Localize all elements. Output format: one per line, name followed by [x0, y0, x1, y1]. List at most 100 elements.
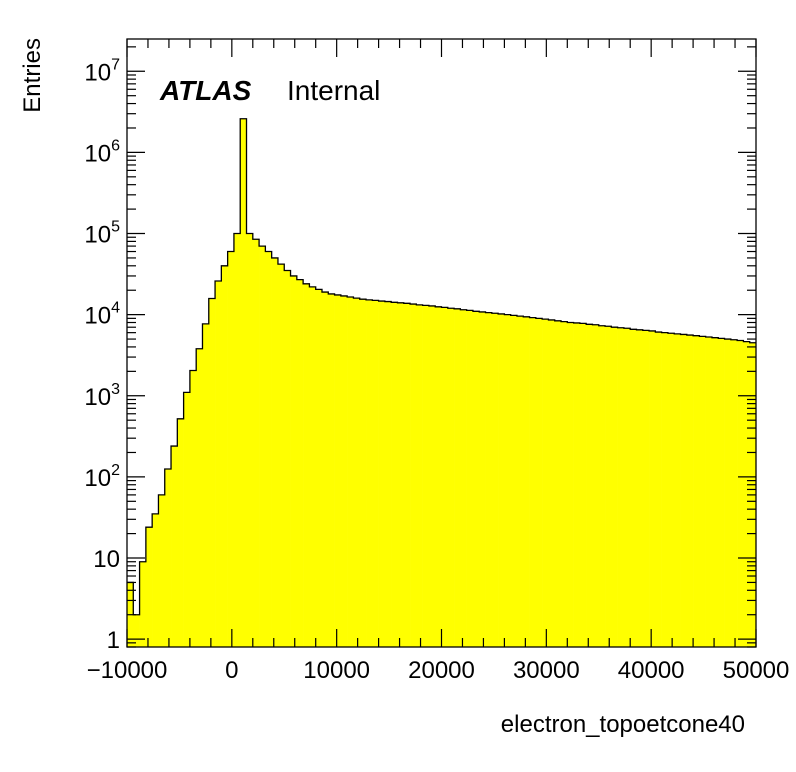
- histogram-bin: [221, 265, 228, 647]
- histogram-bin: [422, 305, 430, 647]
- histogram-bin: [416, 304, 423, 647]
- histogram-bin: [655, 332, 662, 647]
- x-tick-label: 10000: [303, 657, 370, 684]
- histogram-bin: [479, 311, 486, 647]
- histogram-bin: [472, 311, 480, 647]
- histogram-bin: [246, 233, 254, 647]
- x-tick-labels: −10000 0 10000 20000 30000 40000 50000: [87, 657, 790, 684]
- histogram-bin: [315, 289, 323, 647]
- histogram-bin: [171, 446, 178, 647]
- histogram-bin: [579, 323, 587, 647]
- histogram-bin: [573, 322, 581, 647]
- histogram-bin: [586, 324, 593, 647]
- internal-label: Internal: [287, 75, 380, 106]
- histogram-bin: [240, 118, 247, 648]
- histogram-bin: [441, 307, 449, 647]
- histogram-bin: [208, 298, 216, 647]
- histogram-bin: [391, 302, 398, 647]
- histogram-bin: [598, 325, 606, 647]
- histogram-bin: [561, 321, 568, 647]
- histogram-bin: [642, 330, 650, 647]
- histogram-bin: [529, 317, 537, 647]
- y-tick-label: 102: [84, 462, 120, 492]
- histogram-bin: [711, 337, 719, 647]
- y-tick-label: 104: [84, 300, 120, 330]
- histogram-bin: [252, 239, 260, 647]
- y-tick-label: 106: [84, 137, 120, 167]
- histogram-bin: [705, 337, 713, 647]
- x-tick-label: 30000: [513, 657, 580, 684]
- histogram-bin: [303, 283, 310, 647]
- histogram-bin: [460, 309, 467, 647]
- histogram-bin: [542, 319, 549, 647]
- histogram-bin: [271, 257, 279, 647]
- histogram-bin: [491, 313, 499, 647]
- y-tick-labels: 1 10 102 103 104 105 106 107: [84, 56, 120, 654]
- histogram-bin: [730, 339, 738, 647]
- x-tick-label: −10000: [87, 657, 168, 684]
- histogram-bin: [636, 329, 644, 647]
- histogram-bin: [428, 305, 436, 647]
- histogram-bin: [485, 312, 493, 647]
- histogram-bin: [724, 339, 732, 647]
- x-tick-label: 50000: [723, 657, 790, 684]
- histogram-bin: [139, 561, 147, 647]
- histogram-bin: [743, 341, 751, 647]
- histogram-bin: [347, 297, 354, 647]
- histogram-bin: [397, 302, 405, 647]
- histogram-bin: [737, 340, 744, 647]
- histogram-bin: [384, 301, 392, 647]
- histogram-bin: [403, 303, 411, 647]
- histogram-bin: [359, 299, 367, 647]
- histogram-bin: [133, 614, 140, 647]
- histogram-bin: [516, 316, 524, 647]
- histogram-bin: [498, 313, 505, 647]
- axis-ticks: [126, 39, 757, 648]
- histogram-bin: [661, 332, 669, 647]
- histogram-bin: [686, 335, 694, 647]
- atlas-label: ATLAS: [159, 75, 252, 106]
- histogram-bins: [127, 118, 757, 648]
- histogram-bin: [454, 308, 461, 647]
- histogram-bin: [548, 319, 556, 647]
- histogram-bin: [202, 323, 210, 647]
- histogram-bin: [284, 270, 291, 647]
- histogram-bin: [617, 327, 625, 647]
- histogram-bin: [523, 316, 530, 647]
- histogram-bin: [674, 333, 681, 647]
- histogram-bin: [466, 310, 474, 647]
- histogram-bin: [554, 320, 562, 647]
- histogram-bin: [321, 292, 329, 647]
- histogram-bin: [215, 280, 222, 647]
- histogram-bin: [366, 299, 373, 647]
- plot-frame: [126, 38, 757, 648]
- y-tick-label: 107: [84, 56, 120, 86]
- histogram-bin: [196, 348, 203, 647]
- x-tick-label: 0: [225, 657, 238, 684]
- histogram-bin: [611, 327, 618, 647]
- histogram-bin: [290, 275, 298, 647]
- histogram-bin: [718, 338, 725, 647]
- histogram-bin: [177, 418, 184, 647]
- x-tick-label: 20000: [408, 657, 475, 684]
- histogram-bin: [535, 318, 543, 647]
- histogram-bin: [296, 279, 304, 647]
- histogram-bin: [334, 294, 342, 647]
- histogram-bin: [378, 301, 386, 647]
- histogram-bin: [435, 306, 442, 647]
- histogram-bin: [259, 246, 266, 647]
- histogram-bin: [649, 330, 656, 647]
- histogram-bin: [630, 329, 637, 647]
- histogram-bin: [699, 336, 706, 647]
- histogram-bin: [592, 324, 600, 647]
- y-tick-label: 1: [107, 627, 120, 654]
- histogram-bin: [158, 494, 166, 647]
- histogram-bin: [504, 314, 511, 647]
- histogram-bin: [447, 308, 455, 647]
- histogram-bin: [183, 392, 191, 647]
- histogram-bin: [277, 264, 285, 647]
- histogram-bin: [265, 251, 272, 647]
- histogram-bin: [353, 298, 361, 647]
- histogram-bin: [189, 370, 197, 647]
- histogram-bin: [623, 328, 631, 647]
